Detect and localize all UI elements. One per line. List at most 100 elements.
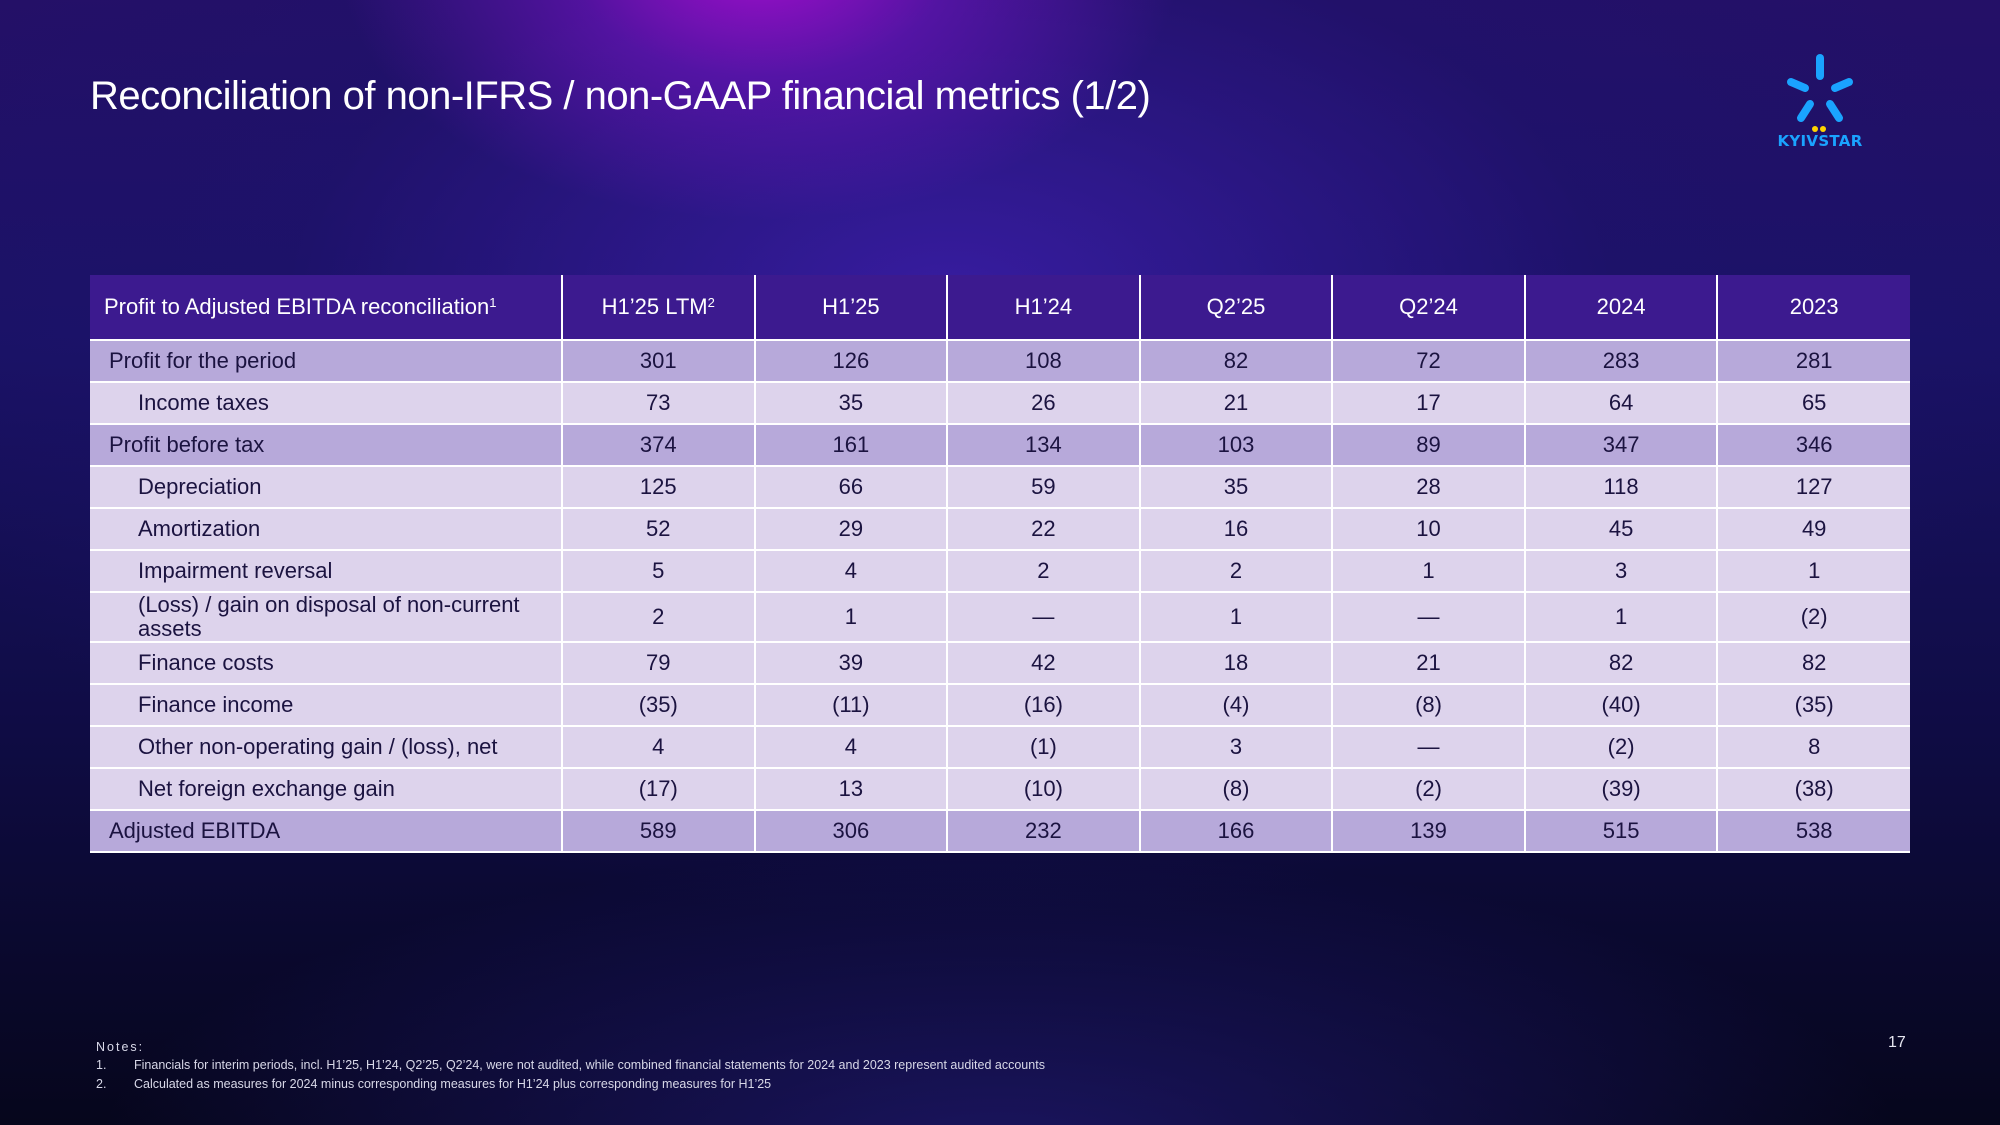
table-row: Finance costs 79 39 42 18 21 82 82 — [90, 641, 1910, 685]
cell: — — [1331, 725, 1526, 769]
table-row: Net foreign exchange gain (17) 13 (10) (… — [90, 767, 1910, 811]
cell: (39) — [1523, 767, 1719, 811]
cell: 374 — [561, 423, 756, 467]
cell: 139 — [1331, 809, 1526, 853]
cell: 82 — [1138, 339, 1334, 383]
cell: 4 — [753, 549, 949, 593]
row-label: (Loss) / gain on disposal of non-current… — [90, 591, 563, 643]
table-header-row: Profit to Adjusted EBITDA reconciliation… — [90, 275, 1910, 341]
cell: 89 — [1331, 423, 1526, 467]
cell: — — [1331, 591, 1526, 643]
header-col: H1’25 LTM2 — [561, 275, 756, 341]
cell: 5 — [561, 549, 756, 593]
cell: 45 — [1523, 507, 1719, 551]
cell: 1 — [1523, 591, 1719, 643]
cell: (8) — [1331, 683, 1526, 727]
table-row: Other non-operating gain / (loss), net 4… — [90, 725, 1910, 769]
cell: 8 — [1716, 725, 1910, 769]
cell: 347 — [1523, 423, 1719, 467]
cell: (2) — [1523, 725, 1719, 769]
footnote-number: 1. — [96, 1058, 107, 1072]
logo-text: KYIVSTAR — [1777, 132, 1863, 150]
cell: 39 — [753, 641, 949, 685]
row-label: Adjusted EBITDA — [90, 809, 563, 853]
footnote-item: 1. Financials for interim periods, incl.… — [96, 1058, 1045, 1077]
table-row: Amortization 52 29 22 16 10 45 49 — [90, 507, 1910, 551]
slide-title: Reconciliation of non-IFRS / non-GAAP fi… — [90, 74, 1151, 118]
row-label: Profit for the period — [90, 339, 563, 383]
cell: 1 — [753, 591, 949, 643]
cell: 118 — [1523, 465, 1719, 509]
cell: 21 — [1331, 641, 1526, 685]
cell: (2) — [1331, 767, 1526, 811]
row-label: Depreciation — [90, 465, 563, 509]
cell: 127 — [1716, 465, 1910, 509]
cell: (11) — [753, 683, 949, 727]
cell: 52 — [561, 507, 756, 551]
footnote-item: 2. Calculated as measures for 2024 minus… — [96, 1077, 1045, 1096]
footnotes: Notes: 1. Financials for interim periods… — [96, 1040, 1045, 1096]
table-row: Profit before tax 374 161 134 103 89 347… — [90, 423, 1910, 467]
cell: (4) — [1138, 683, 1334, 727]
cell: 2 — [1138, 549, 1334, 593]
cell: (16) — [946, 683, 1141, 727]
row-label: Finance income — [90, 683, 563, 727]
cell: 4 — [561, 725, 756, 769]
row-label: Other non-operating gain / (loss), net — [90, 725, 563, 769]
row-label: Amortization — [90, 507, 563, 551]
cell: 17 — [1331, 381, 1526, 425]
row-label: Income taxes — [90, 381, 563, 425]
cell: 28 — [1331, 465, 1526, 509]
cell: 515 — [1523, 809, 1719, 853]
row-label: Finance costs — [90, 641, 563, 685]
cell: 281 — [1716, 339, 1910, 383]
cell: 79 — [561, 641, 756, 685]
table-row: Profit for the period 301 126 108 82 72 … — [90, 339, 1910, 383]
row-label: Impairment reversal — [90, 549, 563, 593]
cell: 1 — [1716, 549, 1910, 593]
cell: (2) — [1716, 591, 1910, 643]
cell: 35 — [1138, 465, 1334, 509]
cell: 166 — [1138, 809, 1334, 853]
header-col: 2024 — [1523, 275, 1719, 341]
cell: 2 — [946, 549, 1141, 593]
cell: (38) — [1716, 767, 1910, 811]
reconciliation-table: Profit to Adjusted EBITDA reconciliation… — [90, 275, 1910, 853]
kyivstar-logo: KYIVSTAR — [1770, 52, 1870, 152]
cell: 108 — [946, 339, 1141, 383]
cell: (40) — [1523, 683, 1719, 727]
cell: 82 — [1523, 641, 1719, 685]
cell: 1 — [1331, 549, 1526, 593]
cell: 103 — [1138, 423, 1334, 467]
cell: 35 — [753, 381, 949, 425]
header-col: Q2’25 — [1138, 275, 1334, 341]
cell: 1 — [1138, 591, 1334, 643]
table-row: Income taxes 73 35 26 21 17 64 65 — [90, 381, 1910, 425]
row-label: Profit before tax — [90, 423, 563, 467]
cell: 66 — [753, 465, 949, 509]
header-col: Q2’24 — [1331, 275, 1526, 341]
cell: 283 — [1523, 339, 1719, 383]
cell: 2 — [561, 591, 756, 643]
cell: (1) — [946, 725, 1141, 769]
footnote-text: Calculated as measures for 2024 minus co… — [134, 1077, 772, 1091]
cell: 64 — [1523, 381, 1719, 425]
table-row: Impairment reversal 5 4 2 2 1 3 1 — [90, 549, 1910, 593]
cell: 10 — [1331, 507, 1526, 551]
cell: (8) — [1138, 767, 1334, 811]
page-number: 17 — [1888, 1034, 1906, 1051]
table-row: Finance income (35) (11) (16) (4) (8) (4… — [90, 683, 1910, 727]
cell: 306 — [753, 809, 949, 853]
footnote-text: Financials for interim periods, incl. H1… — [134, 1058, 1045, 1072]
cell: 16 — [1138, 507, 1334, 551]
header-label: Profit to Adjusted EBITDA reconciliation… — [90, 275, 563, 341]
table-row: (Loss) / gain on disposal of non-current… — [90, 591, 1910, 643]
cell: 65 — [1716, 381, 1910, 425]
cell: 29 — [753, 507, 949, 551]
cell: 134 — [946, 423, 1141, 467]
notes-heading: Notes: — [96, 1040, 145, 1054]
cell: 126 — [753, 339, 949, 383]
cell: 538 — [1716, 809, 1910, 853]
cell: (35) — [561, 683, 756, 727]
table-row: Depreciation 125 66 59 35 28 118 127 — [90, 465, 1910, 509]
